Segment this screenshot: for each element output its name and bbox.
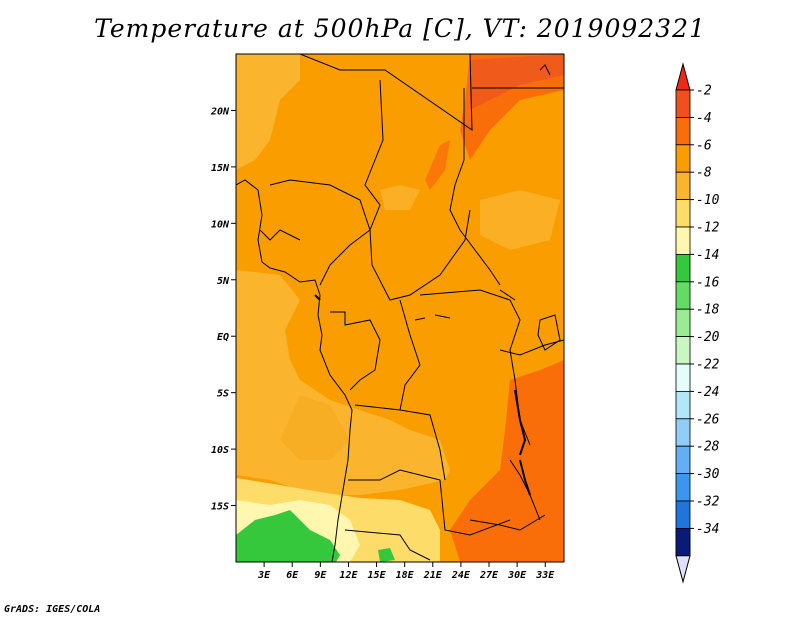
- colorbar-label: -8: [696, 166, 712, 181]
- border-drc-west: [399, 299, 446, 481]
- colorbar-label: -2: [696, 84, 712, 99]
- colorbar-label: -18: [696, 303, 720, 318]
- map-frame: [235, 53, 565, 563]
- border-zimbabwe: [469, 514, 546, 531]
- colorbar-label: -14: [696, 248, 719, 263]
- border-angola-north: [354, 404, 401, 411]
- colorbar-swatch: [675, 281, 691, 310]
- lon-tick-label: 9E: [314, 570, 327, 581]
- field-8-east: [480, 190, 560, 250]
- lake-malawi: [519, 459, 531, 496]
- lon-tick-label: 12E: [339, 570, 358, 581]
- colorbar-deep-swatch: [675, 528, 691, 557]
- colorbar-swatch: [675, 336, 691, 365]
- country-borders: [236, 54, 564, 562]
- lat-tick-label: 15N: [211, 163, 230, 174]
- grads-credit: GrADS: IGES/COLA: [4, 604, 101, 615]
- field-14-spot: [378, 548, 395, 562]
- colorbar-swatch: [675, 253, 691, 283]
- field-4-southeast: [450, 360, 564, 562]
- colorbar-swatch: [675, 89, 691, 118]
- lon-tick-label: 24E: [451, 570, 471, 581]
- lon-tick-label: 3E: [257, 570, 271, 581]
- lon-tick-label: 15E: [368, 570, 387, 581]
- field-2-northeast: [470, 54, 564, 110]
- colorbar-swatch: [675, 363, 691, 392]
- colorbar-swatch: [675, 473, 691, 502]
- longitude-axis: 3E 6E 9E 12E 15E 18E 21E 24E 27E 30E 33E: [257, 562, 555, 581]
- colorbar-label: -12: [696, 221, 720, 236]
- colorbar-label: -26: [696, 412, 720, 427]
- lat-tick-label: 10N: [211, 219, 230, 230]
- field-8-inner: [280, 395, 350, 460]
- lake-victoria: [537, 314, 561, 351]
- border-angola-zambia: [348, 469, 511, 536]
- colorbar-label: -28: [696, 440, 720, 455]
- lon-tick-label: 21E: [423, 570, 443, 581]
- colorbar-swatch: [675, 500, 691, 529]
- colorbar-swatch: [675, 308, 691, 338]
- colorbar-label: -6: [696, 138, 712, 153]
- border-nigeria: [269, 179, 371, 286]
- colorbar-swatch: [675, 117, 691, 146]
- border-malawi: [509, 459, 541, 521]
- lat-tick-label: 20N: [210, 106, 230, 117]
- lat-tick-label: 15S: [211, 502, 229, 513]
- colorbar-label: -20: [696, 330, 720, 345]
- colorbar-swatch: [675, 418, 691, 447]
- colorbar-label: -32: [696, 495, 720, 510]
- colorbar-label: -24: [696, 385, 719, 400]
- field-14: [236, 510, 340, 562]
- colorbar-swatch: [675, 390, 691, 420]
- field-8-northwest: [236, 54, 300, 170]
- border-north-1: [299, 54, 473, 131]
- field-8-spot: [380, 185, 420, 210]
- colorbar-label: -10: [696, 193, 720, 208]
- bioko-island: [314, 294, 321, 301]
- colorbar-swatch: [675, 171, 691, 200]
- colorbar-bottom-arrow: [675, 555, 691, 584]
- border-namibia: [344, 529, 431, 561]
- lat-tick-label: 5N: [217, 276, 230, 287]
- colorbar-swatch: [675, 144, 691, 173]
- colorbar-swatch: [675, 445, 691, 475]
- border-gabon: [330, 311, 381, 391]
- atlantic-coastline: [236, 179, 353, 562]
- colorbar-label: -34: [696, 522, 719, 537]
- lat-tick-label: 5S: [217, 389, 229, 400]
- lon-tick-label: 6E: [286, 570, 299, 581]
- nile-delta: [539, 64, 551, 76]
- lake-tanganyika: [514, 389, 527, 456]
- temperature-field: [236, 54, 564, 562]
- chart-title: Temperature at 500hPa [C], VT: 201909232…: [94, 14, 706, 43]
- colorbar-top-arrow: [675, 62, 691, 91]
- field-4-streak: [425, 140, 450, 190]
- lon-tick-label: 18E: [396, 570, 415, 581]
- colorbar-label: -22: [696, 358, 720, 373]
- lon-tick-label: 27E: [479, 570, 499, 581]
- latitude-axis: 20N 15N 10N 5N EQ 5S 10S 15S: [210, 106, 236, 513]
- lat-tick-label: EQ: [217, 332, 229, 343]
- colorbar-label: -30: [696, 467, 720, 482]
- lat-tick-label: 10S: [211, 445, 229, 456]
- colorbar-label: -4: [696, 111, 712, 126]
- colorbar-swatch: [675, 226, 691, 255]
- colorbar-swatch: [675, 199, 691, 228]
- border-chad-niger: [364, 79, 471, 301]
- border-chad-sudan: [449, 88, 501, 286]
- colorbar: -2 -4 -6 -8 -10 -12 -14 -16 -18 -20 -22 -24 -26 -28 -3…: [675, 62, 720, 584]
- border-uganda: [499, 339, 564, 356]
- colorbar-label: -16: [696, 275, 720, 290]
- lon-tick-label: 30E: [507, 570, 527, 581]
- lon-tick-label: 33E: [535, 570, 555, 581]
- river-congo-marks: [414, 289, 516, 321]
- border-benin: [259, 229, 301, 241]
